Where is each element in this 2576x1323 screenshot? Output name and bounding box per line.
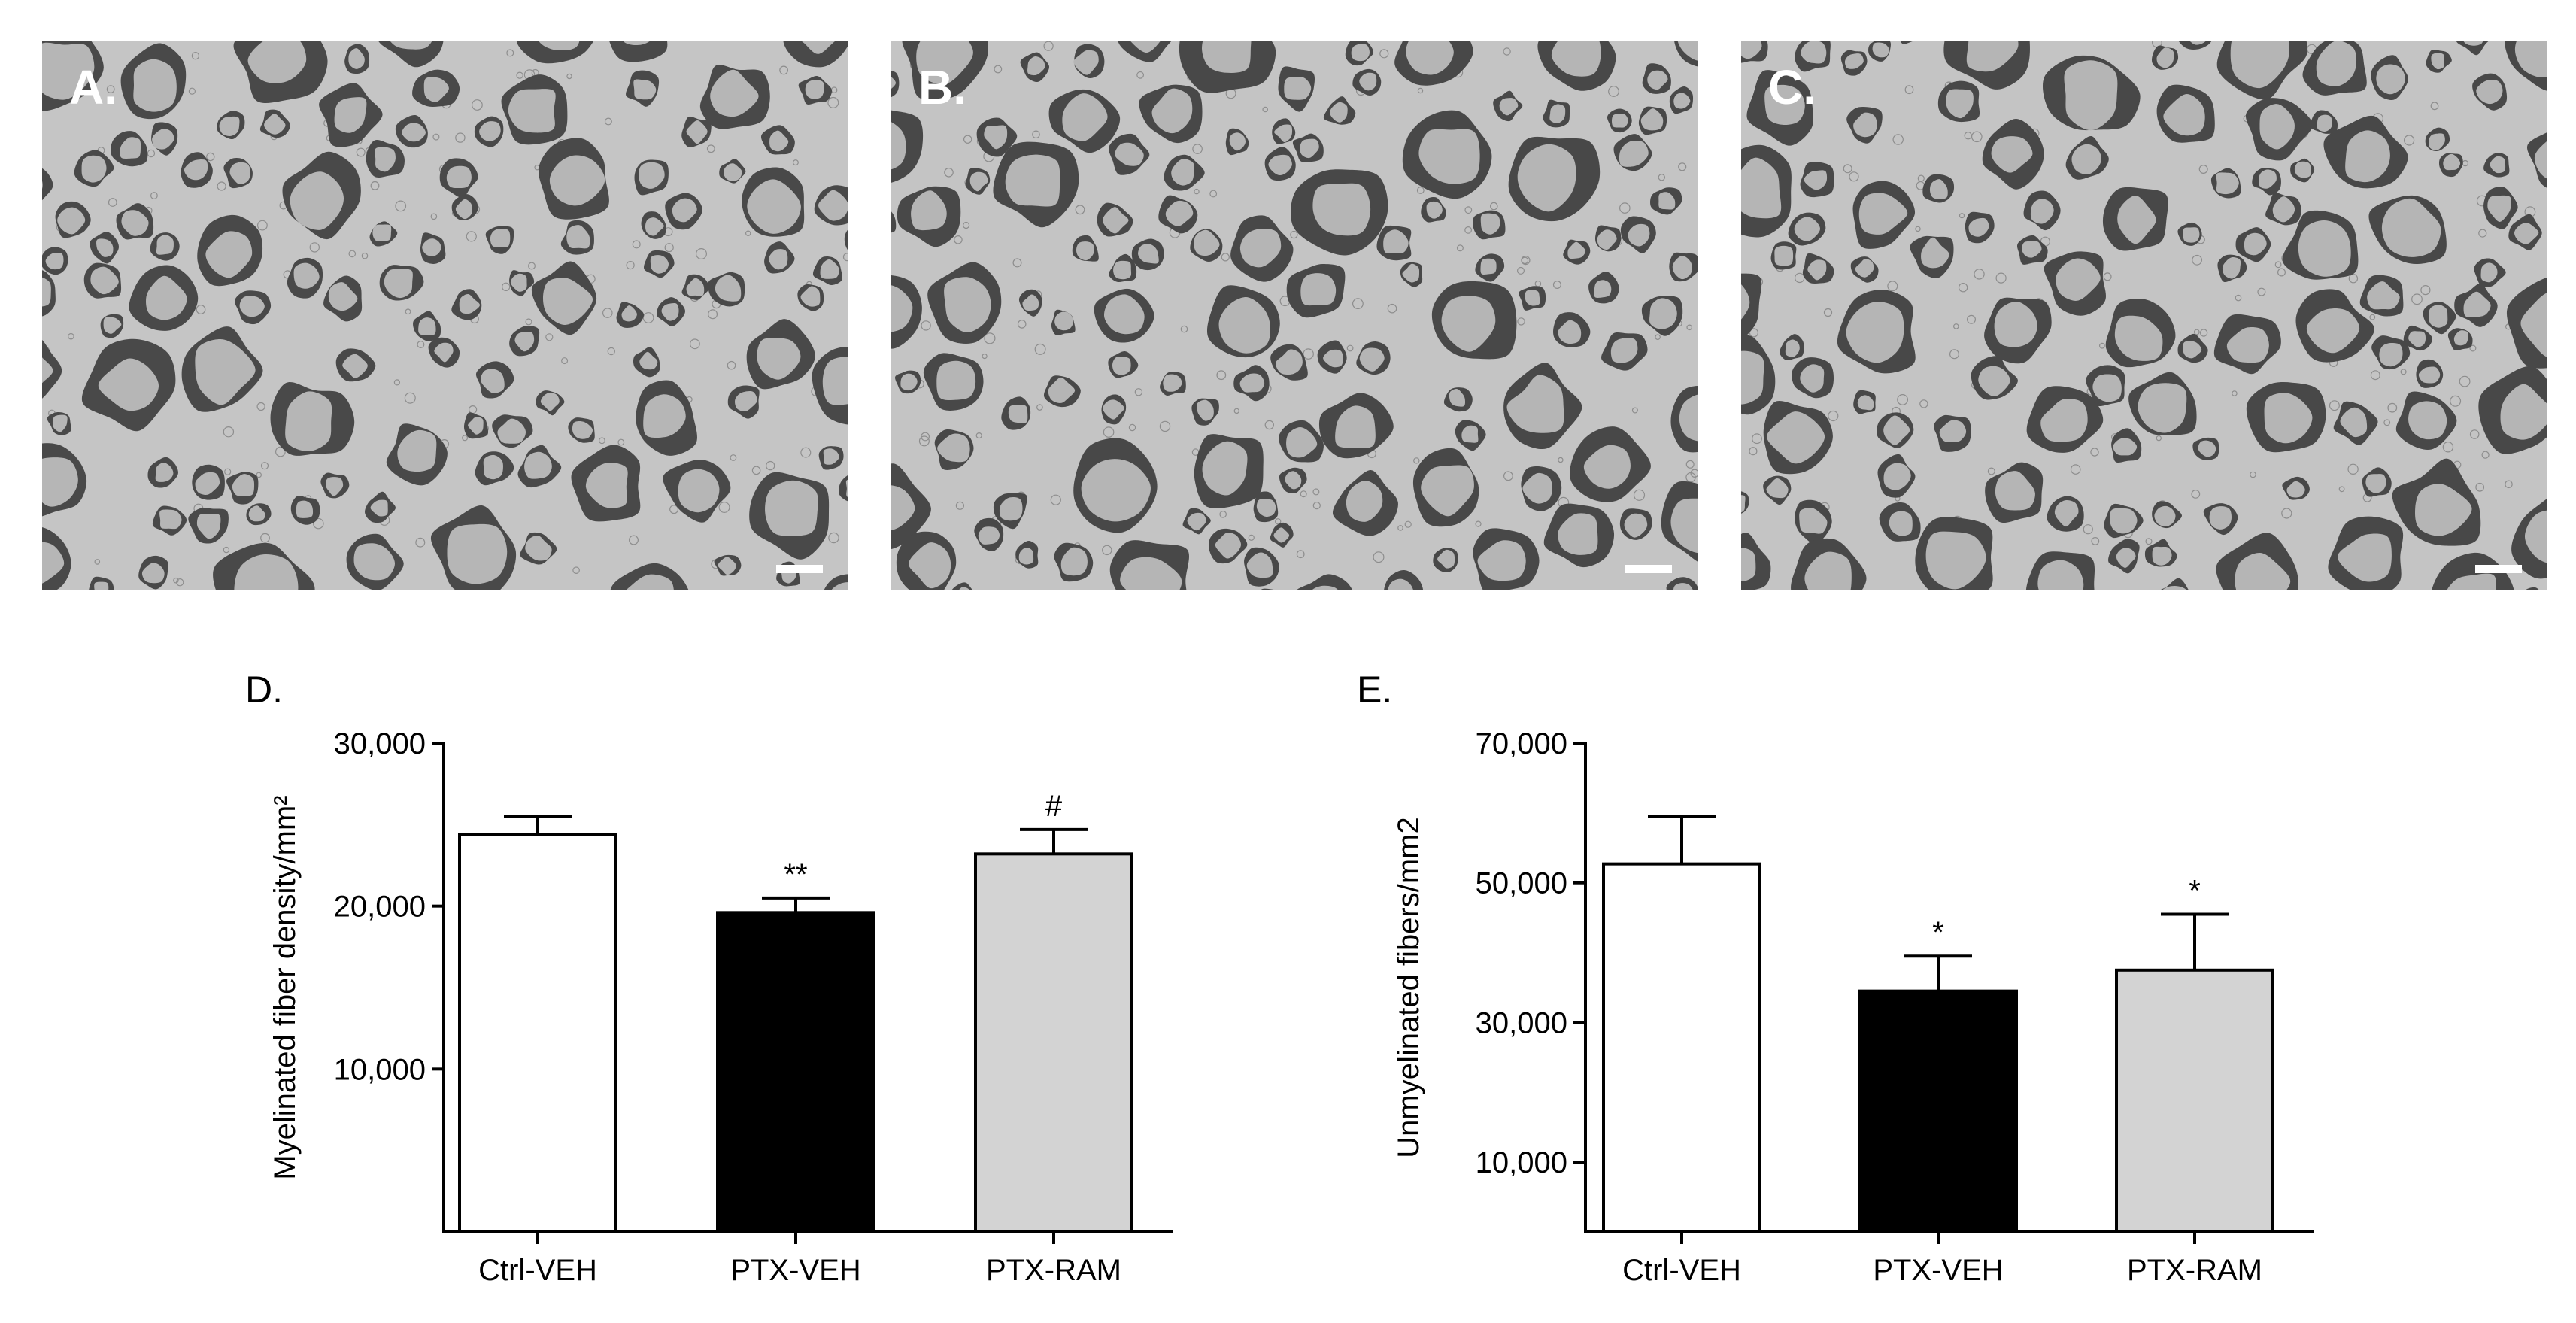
- micrograph-panel-b: B.: [891, 41, 1698, 590]
- bar-ctrl-veh: [458, 833, 617, 1234]
- bar-ptx-veh: [1858, 989, 2018, 1233]
- scale-bar-b: [1625, 565, 1672, 573]
- bar-ptx-ram: [974, 852, 1133, 1234]
- micrograph-a-fibers: [42, 41, 848, 590]
- panel-label-a: A.: [69, 60, 117, 114]
- micrograph-panel-a: A.: [42, 41, 848, 590]
- bar-ctrl-veh: [1602, 862, 1761, 1233]
- x-tick-label: PTX-RAM: [2127, 1254, 2262, 1287]
- micrograph-panel-c: C.: [1741, 41, 2547, 590]
- chart-label: E.: [1357, 669, 1392, 711]
- significance-marker: *: [2189, 875, 2201, 908]
- bar-ptx-veh: [716, 911, 875, 1234]
- y-tick-label: 30,000: [334, 727, 426, 760]
- significance-marker: **: [784, 858, 807, 891]
- significance-marker: *: [1932, 916, 1944, 949]
- y-tick-label: 10,000: [1476, 1146, 1567, 1179]
- chart-e: E. 10,000 30,000 50,000 70,000 Unmyelinated f…: [1357, 669, 2314, 1287]
- micrograph-c-fibers: [1741, 41, 2547, 590]
- y-tick-label: 10,000: [334, 1053, 426, 1086]
- significance-marker: #: [1045, 790, 1063, 823]
- micrograph-b-fibers: [891, 41, 1698, 590]
- y-tick-label: 50,000: [1476, 867, 1567, 900]
- scale-bar-a: [776, 565, 823, 573]
- y-axis-title: Myelinated fiber density/mm²: [269, 795, 302, 1179]
- x-tick-label: PTX-VEH: [1873, 1254, 2003, 1287]
- x-tick-label: Ctrl-VEH: [1622, 1254, 1741, 1287]
- x-tick-label: Ctrl-VEH: [478, 1254, 597, 1287]
- chart-d: D. 10,000 20,000 30,000 Myelinated fiber den…: [245, 669, 1173, 1287]
- y-axis-title: Unmyelinated fibers/mm2: [1392, 817, 1425, 1158]
- chart-label: D.: [245, 669, 283, 711]
- y-tick-label: 30,000: [1476, 1006, 1567, 1039]
- x-tick-label: PTX-VEH: [730, 1254, 860, 1287]
- bar-ptx-ram: [2115, 968, 2274, 1234]
- panel-label-c: C.: [1768, 60, 1816, 114]
- panel-label-b: B.: [918, 60, 966, 114]
- y-tick-label: 20,000: [334, 891, 426, 924]
- y-tick-label: 70,000: [1476, 727, 1567, 760]
- x-tick-label: PTX-RAM: [986, 1254, 1121, 1287]
- scale-bar-c: [2475, 565, 2522, 573]
